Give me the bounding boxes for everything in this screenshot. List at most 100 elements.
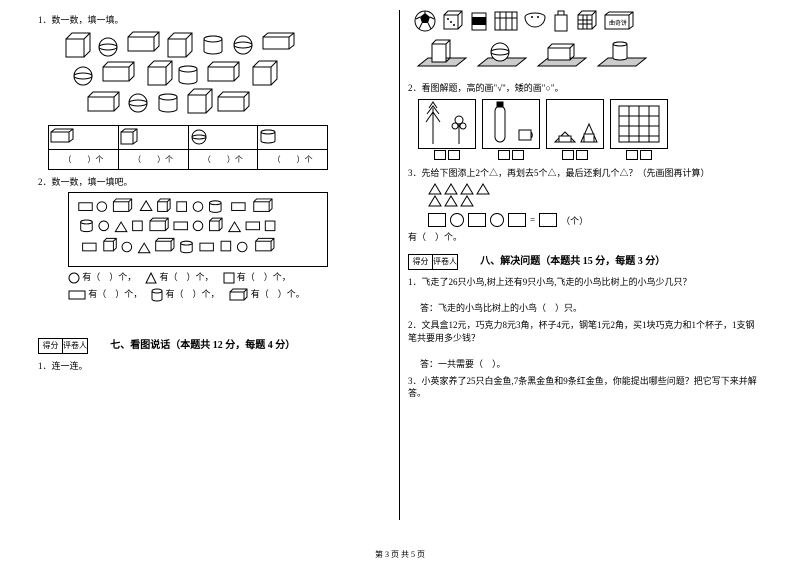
q8-2-text: 文具盒12元，巧克力8元3角，杯子4元，钢笔1元2角，买1块巧克力和1个杯子，1… (408, 320, 755, 343)
box1a (434, 150, 446, 160)
plat2 (474, 36, 530, 78)
count-table: （ ）个 （ ）个 （ ）个 （ ）个 (48, 125, 328, 170)
score-box-7: 得分 评卷人 (38, 338, 88, 354)
shapes-box-svg (73, 197, 323, 269)
circle-text: 有（ ）个， (82, 272, 136, 282)
plat1 (414, 36, 470, 78)
rq2-num: 2． (408, 83, 422, 93)
td3: （ ）个 (188, 149, 258, 169)
pair1 (418, 99, 476, 163)
shape-has-text: 有（ ）个。 (408, 232, 462, 242)
section8-block: 得分 评卷人 八、解决问题（本题共 15 分，每题 3 分） (408, 248, 762, 272)
eq3 (508, 213, 526, 227)
tri-row1 (428, 183, 762, 195)
box1b (448, 150, 460, 160)
rq3: 3．先给下图添上2个△，再划去5个△，最后还剩几个△？（先画图再计算） (408, 167, 762, 180)
rq3-num: 3． (408, 168, 422, 178)
box4a (626, 150, 638, 160)
box3b (576, 150, 588, 160)
eq-equals: = (530, 215, 535, 225)
th-cylinder (258, 125, 328, 149)
ball-icon (414, 10, 436, 32)
section7-title: 七、看图说话（本题共 12 分，每题 4 分） (110, 336, 295, 351)
box-icon: 曲奇饼 (604, 11, 634, 31)
q7-1-num: 1． (38, 361, 52, 371)
cuboid-text: 有（ ）个。 (251, 289, 305, 299)
bottle-icon (552, 10, 570, 32)
q8-1-text: 飞走了26只小鸟,树上还有9只小鸟,飞走的小鸟比树上的小鸟少几只？ (422, 277, 692, 287)
q1: 1．数一数，填一填。 (38, 14, 391, 27)
pair2 (482, 99, 540, 163)
q7-1: 1．连一连。 (38, 360, 391, 373)
score-box-8: 得分 评卷人 (408, 254, 458, 270)
q8-1-ans: 答：飞走的小鸟比树上的小鸟（ ）只。 (408, 302, 762, 315)
score8-b: 评卷人 (433, 255, 457, 269)
th-cube (118, 125, 188, 149)
q8-2-num: 2． (408, 320, 422, 330)
q1-num: 1． (38, 15, 52, 25)
shapes-fill-1: 有（ ）个， 有（ ）个， 有（ ）个， (38, 270, 391, 284)
platform-row (414, 36, 762, 78)
left-column: 1．数一数，填一填。 (30, 10, 400, 520)
rubik-icon (576, 10, 598, 32)
q8-3: 3．小英家养了25只白金鱼,7条黑金鱼和9条红金鱼，你能提出哪些问题？把它写下来… (408, 375, 762, 400)
plat4 (594, 36, 650, 78)
eq2 (468, 213, 486, 227)
box3a (562, 150, 574, 160)
q1-text: 数一数，填一填。 (52, 15, 124, 25)
shapes-scatter (58, 31, 338, 121)
cyl-text: 有（ ）个， (166, 289, 220, 299)
icon-row: 曲奇饼 (414, 10, 762, 32)
tri-row2 (428, 195, 762, 207)
eq-op2 (490, 213, 504, 227)
section7-block: 得分 评卷人 七、看图说话（本题共 12 分，每题 4 分） (38, 332, 391, 356)
shape-has-line: 有（ ）个。 (408, 231, 762, 244)
eq-op1 (450, 213, 464, 227)
pair4 (610, 99, 668, 163)
eq-unit: （个） (561, 214, 588, 227)
td2: （ ）个 (118, 149, 188, 169)
rect-text: 有（ ）个， (88, 289, 142, 299)
eq4 (539, 213, 557, 227)
box2a (498, 150, 510, 160)
td1: （ ）个 (49, 149, 119, 169)
score-b: 评卷人 (63, 339, 87, 353)
triangle-text: 有（ ）个， (160, 272, 214, 282)
q7-1-text: 连一连。 (52, 361, 88, 371)
score8-a: 得分 (409, 255, 433, 269)
shapes-fill-2: 有（ ）个， 有（ ）个， 有（ ）个。 (38, 287, 391, 302)
td4: （ ）个 (258, 149, 328, 169)
q2-num: 2． (38, 177, 52, 187)
dice-icon (442, 10, 464, 32)
plat3 (534, 36, 590, 78)
pair-row (418, 99, 762, 163)
q8-3-num: 3． (408, 376, 422, 386)
page-footer: 第 3 页 共 5 页 (0, 549, 800, 560)
q8-1: 1．飞走了26只小鸟,树上还有9只小鸟,飞走的小鸟比树上的小鸟少几只？ (408, 276, 762, 289)
q2-text: 数一数，填一填吧。 (52, 177, 133, 187)
svg-text:曲奇饼: 曲奇饼 (609, 19, 627, 27)
bowl-icon (524, 11, 546, 31)
q8-3-text: 小英家养了25只白金鱼,7条黑金鱼和9条红金鱼，你能提出哪些问题？把它写下来并解… (408, 376, 757, 399)
abacus-icon (494, 11, 518, 31)
box2b (512, 150, 524, 160)
section8-title: 八、解决问题（本题共 15 分，每题 3 分） (480, 252, 665, 267)
shapes-svg (58, 31, 338, 121)
th-cuboid (49, 125, 119, 149)
equation-row: = （个） (428, 213, 762, 227)
rq3-text: 先给下图添上2个△，再划去5个△，最后还剩几个△？（先画图再计算） (422, 168, 710, 178)
rq2-text: 看图解题，高的画"√"，矮的画"○"。 (422, 83, 564, 93)
box4b (640, 150, 652, 160)
th-sphere (188, 125, 258, 149)
shapes-box (68, 192, 328, 267)
q8-1-num: 1． (408, 277, 422, 287)
eq1 (428, 213, 446, 227)
rq2: 2．看图解题，高的画"√"，矮的画"○"。 (408, 82, 762, 95)
q8-2-ans: 答：一共需要（ ）。 (408, 358, 762, 371)
score-a: 得分 (39, 339, 63, 353)
q2: 2．数一数，填一填吧。 (38, 176, 391, 189)
q8-2: 2．文具盒12元，巧克力8元3角，杯子4元，钢笔1元2角，买1块巧克力和1个杯子… (408, 319, 762, 344)
can-icon (470, 10, 488, 32)
right-column: 曲奇饼 2．看图解题，高的画"√"，矮的画"○"。 (400, 10, 770, 520)
pair3 (546, 99, 604, 163)
